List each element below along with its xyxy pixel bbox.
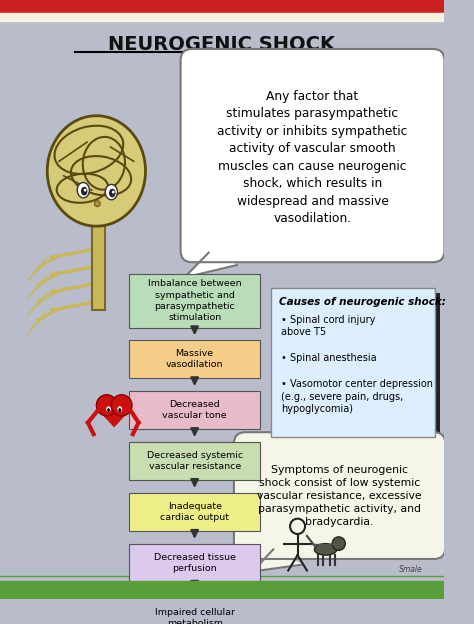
Text: Inadequate
cardiac output: Inadequate cardiac output [160,502,229,522]
Text: Any factor that
stimulates parasympathetic
activity or inhibits sympathetic
acti: Any factor that stimulates parasympathet… [218,90,408,225]
Circle shape [111,395,132,416]
Circle shape [84,188,87,192]
Text: Decreased
vascular tone: Decreased vascular tone [162,400,227,420]
Text: Smale: Smale [399,565,423,574]
Ellipse shape [77,182,90,198]
FancyBboxPatch shape [181,49,445,262]
Polygon shape [253,549,301,572]
Ellipse shape [47,115,146,226]
Bar [129,544,260,582]
Bar [129,391,260,429]
Bar [129,442,260,480]
Text: Causes of neurogenic shock:: Causes of neurogenic shock: [279,296,446,306]
Ellipse shape [118,408,121,412]
Polygon shape [184,253,237,278]
Bar [129,340,260,378]
Bar [0,14,444,21]
Text: • Spinal cord injury
above T5: • Spinal cord injury above T5 [281,315,375,338]
Ellipse shape [105,185,118,200]
Circle shape [94,201,100,207]
Text: Decreased systemic
vascular resistance: Decreased systemic vascular resistance [146,451,243,471]
Circle shape [332,537,345,550]
Ellipse shape [106,406,111,412]
Ellipse shape [81,187,88,195]
Bar [129,493,260,531]
FancyBboxPatch shape [234,432,446,559]
Circle shape [112,191,115,193]
Text: • Spinal anesthesia: • Spinal anesthesia [281,353,376,363]
Bar [0,581,444,599]
Text: • Vasomotor center depression
(e.g., severe pain, drugs,
hypoglycomia): • Vasomotor center depression (e.g., sev… [281,379,433,414]
Ellipse shape [118,406,122,412]
Text: Massive
vasodilation: Massive vasodilation [166,349,223,369]
Bar [91,224,105,310]
Bar [129,274,260,328]
Text: Imbalance between
sympathetic and
parasympathetic
stimulation: Imbalance between sympathetic and parasy… [148,280,241,322]
Bar [276,293,440,442]
Text: Impaired cellular
metabolism: Impaired cellular metabolism [155,608,235,624]
Bar [129,595,260,624]
Text: NEUROGENIC SHOCK: NEUROGENIC SHOCK [108,35,335,54]
Bar [271,288,435,437]
Text: Symptoms of neurogenic
shock consist of low systemic
vascular resistance, excess: Symptoms of neurogenic shock consist of … [257,464,422,527]
Polygon shape [97,408,131,426]
Ellipse shape [314,544,337,555]
Circle shape [96,395,117,416]
Bar [0,0,444,14]
Ellipse shape [109,188,116,197]
Text: Decreased tissue
perfusion: Decreased tissue perfusion [154,553,236,573]
Ellipse shape [107,408,110,412]
